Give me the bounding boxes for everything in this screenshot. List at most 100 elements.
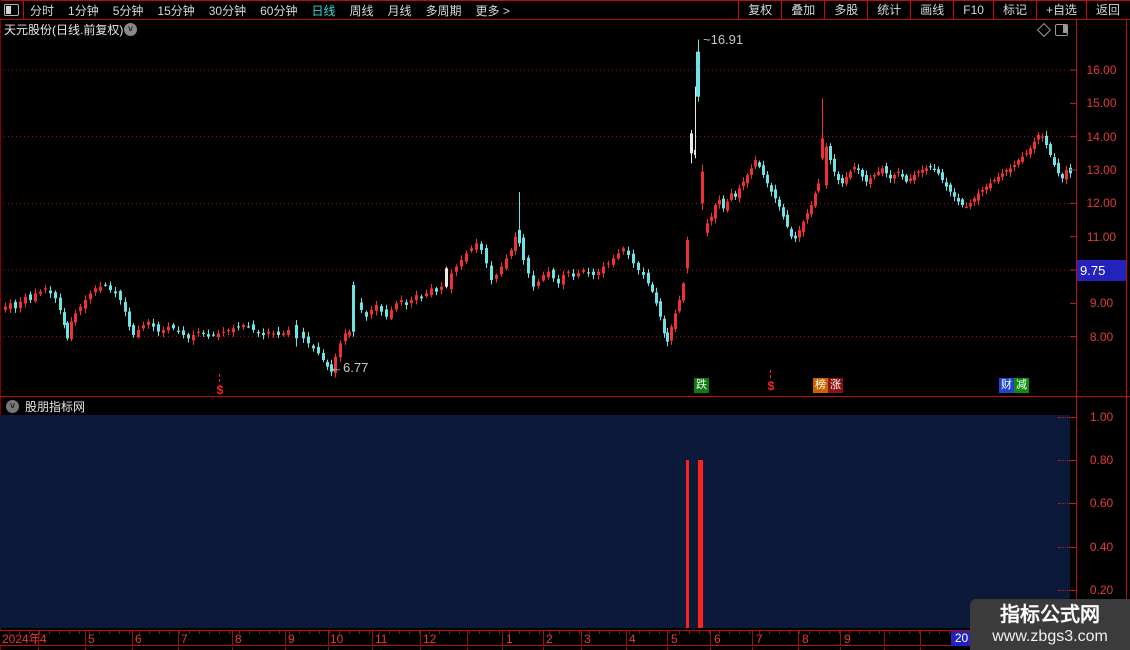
bottom-strip-separator [884, 647, 885, 650]
menu-item-60分钟[interactable]: 60分钟 [260, 3, 298, 18]
timeline-label-8: 8 [235, 632, 242, 646]
topbar-divider [0, 19, 1130, 20]
badge-char: 减 [1014, 378, 1029, 393]
price-tick-label: 14.00 [1086, 129, 1117, 144]
bottom-strip-separator [502, 647, 503, 650]
timeline-separator [467, 631, 468, 645]
indicator-tick-label: 1.00 [1089, 410, 1114, 424]
bottom-strip-separator [920, 647, 921, 650]
action-item-F10[interactable]: F10 [953, 1, 993, 19]
window-icon-box[interactable] [0, 1, 24, 19]
window-top-border [0, 0, 1130, 1]
action-item-+自选[interactable]: +自选 [1035, 1, 1086, 19]
buy-signal-marker: $ [766, 370, 776, 393]
bottom-strip-separator [710, 647, 711, 650]
timeline-separator [85, 631, 86, 645]
timeline-label-2: 2 [546, 632, 553, 646]
indicator-grid-stub [1058, 503, 1076, 505]
timeline-separator [502, 631, 503, 645]
menu-item-日线[interactable]: 日线 [311, 3, 336, 18]
action-menu: 复权 叠加 多股 统计 画线 F10 标记 +自选 返回 [738, 1, 1129, 19]
signal-arrow-icon [770, 370, 771, 378]
chevron-down-circle-icon[interactable]: ˅ [6, 399, 19, 413]
indicator-tick-label: 0.80 [1089, 453, 1114, 468]
bottom-strip-separator [328, 647, 329, 650]
badge-char: 榜 [813, 378, 828, 393]
menu-item-月线[interactable]: 月线 [387, 3, 412, 18]
menu-item-多周期[interactable]: 多周期 [425, 3, 462, 18]
action-item-多股[interactable]: 多股 [824, 1, 867, 19]
price-tick-label: 11.00 [1086, 229, 1117, 244]
timeline-separator [626, 631, 627, 645]
panel-divider [0, 396, 1130, 397]
menu-item-1分钟[interactable]: 1分钟 [68, 3, 99, 18]
menu-item-周线[interactable]: 周线 [349, 3, 374, 18]
indicator-bar [686, 460, 689, 628]
bottom-strip-separator [285, 647, 286, 650]
timeline-label-8: 8 [802, 632, 809, 646]
badge-char: 涨 [828, 378, 843, 393]
timeline-label-7: 7 [181, 632, 188, 646]
price-tick-label: 13.00 [1086, 162, 1117, 177]
timeline-separator [543, 631, 544, 645]
indicator-tick-label: 0.20 [1089, 582, 1114, 597]
action-item-叠加[interactable]: 叠加 [781, 1, 824, 19]
high-price-annotation: ~16.91 [703, 32, 744, 47]
timeline-separator [372, 631, 373, 645]
bottom-strip-separator [798, 647, 799, 650]
price-tick-label: 12.00 [1086, 196, 1117, 211]
window-right-border [1126, 0, 1127, 650]
timeline-separator [884, 631, 885, 645]
timeline-separator [38, 631, 39, 645]
action-item-返回[interactable]: 返回 [1085, 1, 1129, 19]
menu-item-分时[interactable]: 分时 [30, 3, 55, 18]
action-item-复权[interactable]: 复权 [738, 1, 781, 19]
menu-item-更多 >[interactable]: 更多 > [475, 3, 510, 18]
timeline-separator [798, 631, 799, 645]
badge-char: 跌 [694, 378, 709, 393]
signal-badge: 跌 [694, 378, 709, 393]
timeline-label-4: 4 [40, 632, 47, 646]
bottom-strip-separator [85, 647, 86, 650]
timeline-separator [420, 631, 421, 645]
timeline-separator [285, 631, 286, 645]
menu-item-5分钟[interactable]: 5分钟 [112, 3, 144, 18]
signal-badge: 财减 [999, 378, 1029, 393]
timeline-label-7: 7 [756, 632, 763, 646]
timeline-separator [840, 631, 841, 645]
indicator-header: ˅ 股朋指标网 [0, 398, 85, 414]
timeline-label-6: 6 [714, 632, 721, 646]
indicator-grid-stub [1058, 546, 1076, 548]
timeline-label-1: 1 [506, 632, 513, 646]
bottom-strip-separator [420, 647, 421, 650]
menu-item-30分钟[interactable]: 30分钟 [208, 3, 247, 18]
indicator-grid-stub [1058, 460, 1076, 462]
indicator-panel [0, 415, 1070, 628]
layout-panel-icon[interactable] [1055, 24, 1068, 36]
price-tick-label: 16.00 [1086, 63, 1117, 77]
timeline-label-9: 9 [844, 632, 851, 646]
bottom-strip-separator [840, 647, 841, 650]
timeframe-menu: 分时 1分钟 5分钟 15分钟 30分钟 60分钟 日线 周线 月线 多周期 更多 > [24, 1, 510, 19]
bottom-strip-separator [372, 647, 373, 650]
signal-arrow-icon [219, 374, 220, 382]
timeline-label-5: 5 [88, 632, 95, 646]
bottom-strip-separator [232, 647, 233, 650]
action-item-标记[interactable]: 标记 [992, 1, 1036, 19]
bottom-strip-separator [626, 647, 627, 650]
action-item-画线[interactable]: 画线 [910, 1, 953, 19]
bottom-strip-separator [38, 647, 39, 650]
indicator-grid-stub [1058, 589, 1076, 591]
bottom-strip-separator [467, 647, 468, 650]
timeline-separator [920, 631, 921, 645]
timeline-axis[interactable]: 2024年 4 5 6 7 8 9 10 11 12 1 2 3 4 5 6 7 8 9 [0, 630, 1130, 646]
menu-item-15分钟[interactable]: 15分钟 [157, 3, 195, 18]
current-price-badge: 9.75 [1077, 260, 1126, 281]
chevron-down-circle-icon[interactable]: ˅ [124, 23, 137, 36]
timeline-label-5: 5 [671, 632, 678, 646]
action-item-统计[interactable]: 统计 [867, 1, 910, 19]
price-tick-label: 8.00 [1089, 329, 1114, 344]
timeline-separator [232, 631, 233, 645]
bottom-strip-separator [178, 647, 179, 650]
timeline-highlight: 20 [951, 631, 972, 646]
